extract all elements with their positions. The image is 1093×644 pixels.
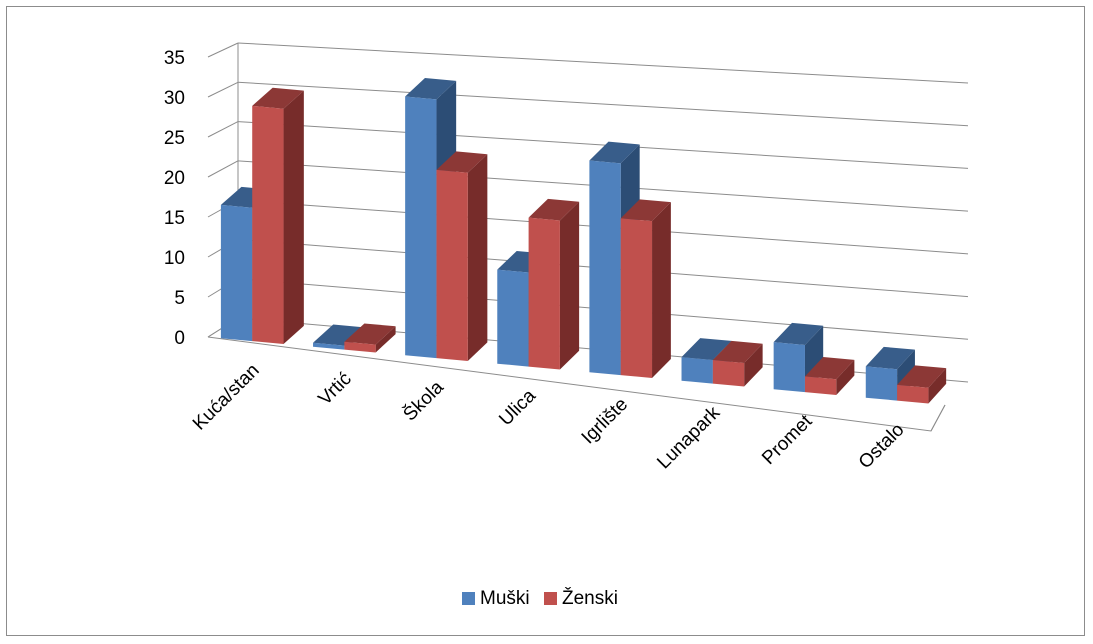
bar-top — [897, 365, 947, 388]
bar-ženski-6 — [804, 376, 837, 395]
floor-right-edge — [930, 404, 946, 432]
bar-muški-2 — [405, 96, 437, 359]
bar-muški-6 — [773, 342, 805, 393]
legend: Muški Ženski — [462, 587, 618, 609]
legend-label: Ženski — [562, 587, 618, 609]
bar-top — [865, 346, 915, 370]
bar-ženski-7 — [897, 384, 929, 404]
bar-side — [836, 359, 855, 395]
x-tick-label: Igrlište — [578, 394, 632, 448]
bar-top — [681, 338, 732, 361]
bar-ženski-4 — [620, 218, 653, 378]
bar-side — [744, 343, 763, 387]
gridline-back — [237, 81, 969, 127]
y-tick-label: 20 — [164, 168, 185, 189]
gridline-side — [207, 42, 239, 58]
x-tick-label: Promet — [758, 410, 817, 469]
x-tick-label: Lunapark — [653, 402, 724, 473]
bar-ženski-1 — [344, 341, 376, 353]
legend-swatch — [544, 592, 557, 605]
bar-muški-3 — [497, 269, 529, 367]
bar-top — [589, 141, 640, 164]
bar-ženski-2 — [436, 169, 468, 361]
y-tick-label: 0 — [174, 328, 185, 349]
bar-ženski-5 — [712, 360, 745, 387]
bar-top — [436, 151, 488, 173]
x-tick-label: Škola — [399, 376, 448, 425]
bar-side — [375, 326, 396, 353]
bar-top — [773, 322, 824, 346]
bar-top — [313, 324, 365, 346]
y-tick-label: 10 — [164, 248, 185, 269]
bar-ženski-0 — [252, 105, 284, 344]
bar-ženski-3 — [528, 217, 560, 370]
x-tick-label: Ostalo — [855, 419, 909, 473]
bar-top — [252, 87, 304, 109]
bar-muški-0 — [220, 204, 253, 342]
legend-swatch — [462, 592, 475, 605]
x-tick-label: Kuća/stan — [189, 360, 264, 435]
bar-top — [620, 199, 671, 222]
y-tick-label: 35 — [164, 48, 185, 69]
gridlines — [207, 42, 969, 383]
bar-side — [928, 368, 947, 404]
bar-side — [652, 202, 671, 378]
y-axis-ticks: 0 5 10 15 20 25 30 35 — [164, 48, 185, 349]
y-tick-label: 5 — [174, 288, 185, 309]
bar-muški-5 — [681, 357, 713, 384]
y-tick-label: 15 — [164, 208, 185, 229]
gridline-side — [207, 121, 239, 138]
gridline-side — [207, 81, 239, 98]
x-tick-label: Ulica — [495, 385, 540, 430]
bar-top — [344, 323, 396, 345]
bar-top — [405, 78, 457, 100]
gridline-side — [207, 160, 239, 178]
y-tick-label: 25 — [164, 128, 185, 149]
x-tick-label: Vrtić — [315, 368, 356, 409]
bar-muški-7 — [865, 366, 898, 401]
bar-top — [528, 198, 580, 221]
bar-side — [467, 154, 488, 361]
bar-muški-4 — [589, 160, 621, 376]
bar-muški-1 — [313, 342, 345, 350]
gridline-back — [237, 121, 969, 169]
bar-side — [283, 90, 304, 344]
bars — [220, 78, 947, 404]
bar-top — [712, 340, 763, 363]
bar-top — [804, 357, 855, 380]
gridline-back — [237, 42, 969, 84]
bar-side — [559, 201, 580, 370]
legend-label: Muški — [480, 588, 530, 609]
y-tick-label: 30 — [164, 88, 185, 109]
